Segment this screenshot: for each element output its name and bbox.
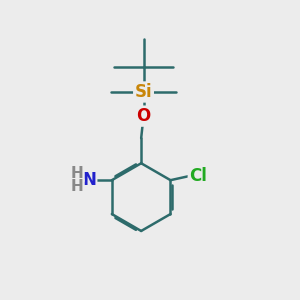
Text: Si: Si: [135, 83, 152, 101]
Text: N: N: [82, 171, 96, 189]
Text: O: O: [136, 107, 151, 125]
Text: H: H: [71, 179, 84, 194]
Text: H: H: [71, 166, 84, 181]
Text: Cl: Cl: [189, 167, 207, 185]
